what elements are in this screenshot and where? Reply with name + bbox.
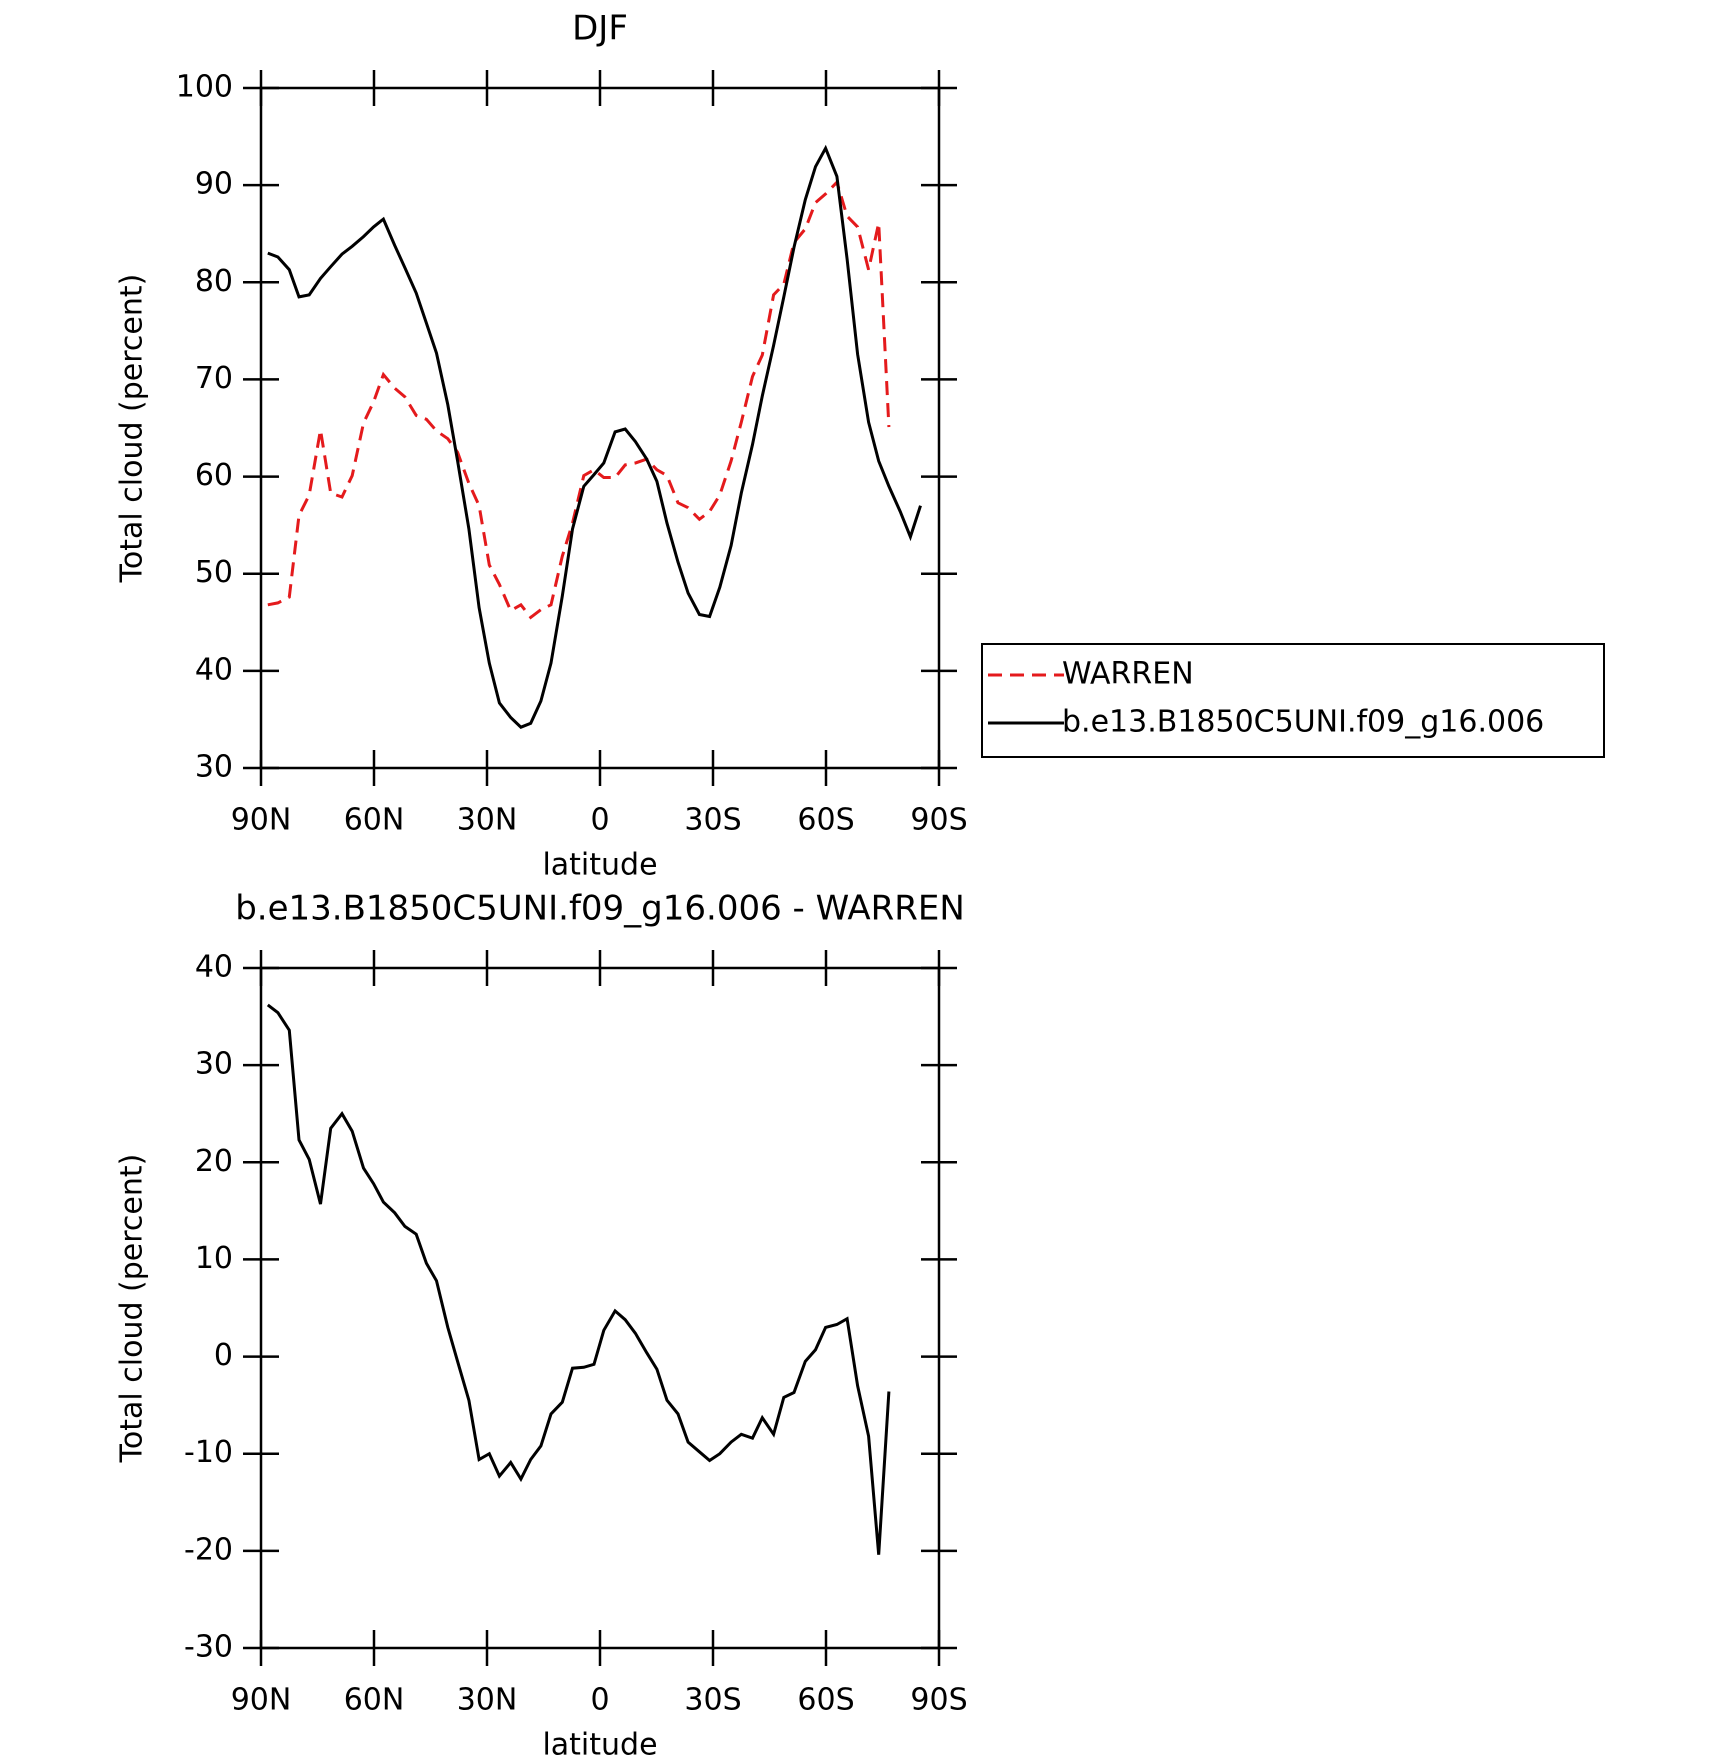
y-axis-label: Total cloud (percent) [115, 1154, 150, 1464]
y-axis-label: Total cloud (percent) [115, 274, 150, 584]
legend-label: WARREN [1062, 657, 1194, 692]
y-tick-label: 40 [195, 950, 233, 985]
x-tick-label: 30S [684, 1683, 741, 1718]
plot-frame [259, 966, 941, 1650]
series-line [267, 179, 891, 620]
y-tick-label: 90 [195, 167, 233, 202]
y-tick-label: 10 [195, 1241, 233, 1276]
plot-frame [259, 86, 941, 770]
legend-label: b.e13.B1850C5UNI.f09_g16.006 [1062, 705, 1544, 740]
x-tick-label: 30S [684, 803, 741, 838]
x-tick-label: 30N [457, 1683, 518, 1718]
y-tick-label: 30 [195, 750, 233, 785]
x-axis-label: latitude [542, 848, 657, 883]
x-tick-label: 60S [797, 1683, 854, 1718]
x-tick-label: 60N [344, 803, 405, 838]
x-tick-label: 60N [344, 1683, 405, 1718]
x-tick-label: 90N [231, 803, 292, 838]
y-tick-label: 60 [195, 458, 233, 493]
y-tick-label: -30 [184, 1630, 233, 1665]
chart-title: b.e13.B1850C5UNI.f09_g16.006 - WARREN [235, 889, 965, 929]
x-tick-label: 30N [457, 803, 518, 838]
y-tick-label: -20 [184, 1532, 233, 1567]
y-tick-label: 30 [195, 1047, 233, 1082]
x-tick-label: 90S [910, 1683, 967, 1718]
x-tick-label: 90S [910, 803, 967, 838]
y-tick-label: 20 [195, 1144, 233, 1179]
series-line [266, 1003, 891, 1555]
y-tick-label: 80 [195, 264, 233, 299]
y-tick-label: 100 [176, 70, 233, 105]
y-tick-label: 50 [195, 555, 233, 590]
x-axis-label: latitude [542, 1728, 657, 1762]
x-tick-label: 60S [797, 803, 854, 838]
x-tick-label: 90N [231, 1683, 292, 1718]
chart-title: DJF [572, 9, 628, 49]
y-tick-label: 0 [214, 1338, 233, 1373]
series-line [267, 144, 922, 729]
y-tick-label: 70 [195, 361, 233, 396]
y-tick-label: 40 [195, 652, 233, 687]
legend-box [981, 643, 1605, 758]
x-tick-label: 0 [590, 803, 609, 838]
x-tick-label: 0 [590, 1683, 609, 1718]
y-tick-label: -10 [184, 1435, 233, 1470]
